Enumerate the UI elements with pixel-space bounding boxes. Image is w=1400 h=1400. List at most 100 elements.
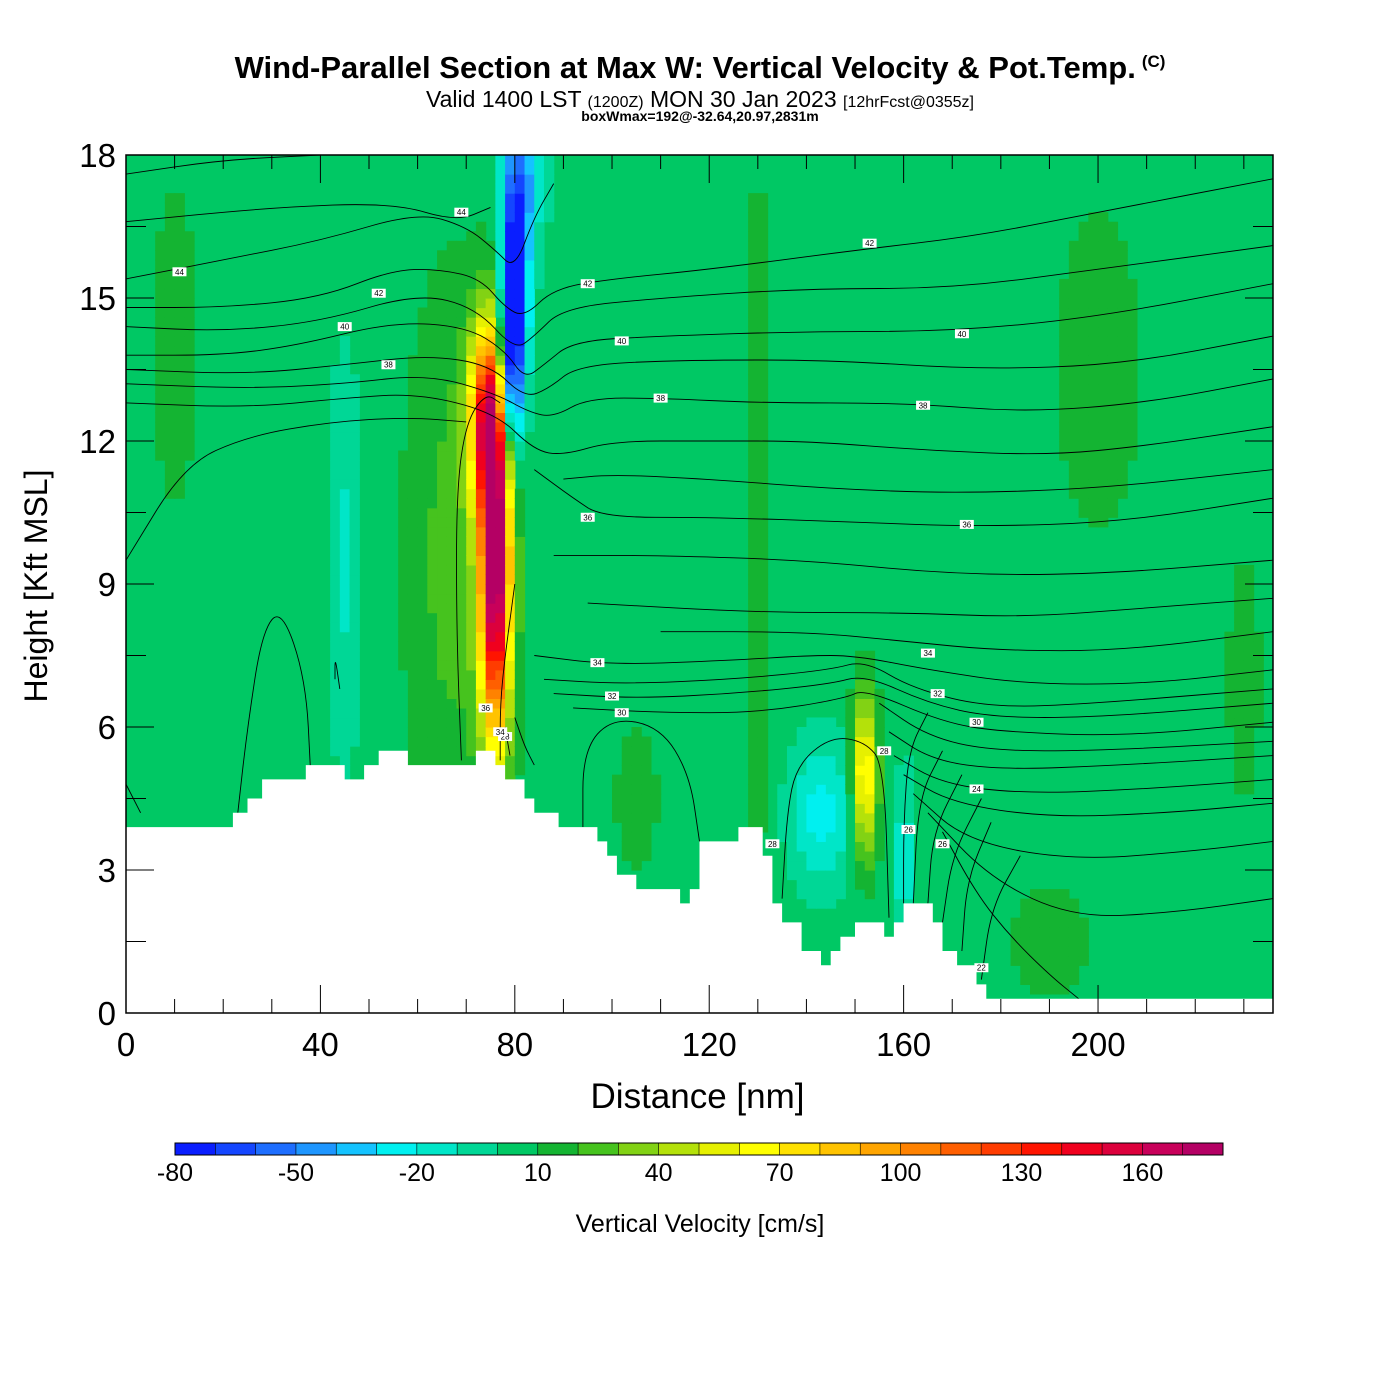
velocity-cell xyxy=(777,793,788,804)
velocity-cell xyxy=(437,746,448,757)
velocity-cell xyxy=(466,526,477,537)
velocity-cell xyxy=(855,669,866,680)
velocity-cell xyxy=(437,631,448,642)
velocity-cell xyxy=(174,421,185,433)
velocity-cell xyxy=(495,612,506,623)
velocity-cell xyxy=(475,250,487,261)
velocity-cell xyxy=(1059,298,1070,309)
velocity-cell xyxy=(417,450,428,461)
velocity-cell xyxy=(1234,641,1245,652)
velocity-cell xyxy=(339,469,351,480)
contour-label-bg xyxy=(605,691,620,701)
velocity-cell xyxy=(524,383,535,394)
velocity-cell xyxy=(757,707,769,719)
velocity-cell xyxy=(164,307,176,318)
velocity-cell xyxy=(437,603,448,614)
contour-label-bg xyxy=(381,360,396,370)
velocity-cell xyxy=(864,765,876,776)
velocity-cell xyxy=(407,545,419,556)
velocity-cell xyxy=(446,584,458,595)
velocity-cell xyxy=(1127,431,1138,442)
velocity-cell xyxy=(505,250,516,261)
velocity-cell xyxy=(524,269,535,280)
velocity-cell xyxy=(485,240,496,251)
velocity-cell xyxy=(184,278,195,290)
velocity-cell xyxy=(1059,326,1070,337)
velocity-cell xyxy=(1068,450,1080,461)
velocity-cell xyxy=(1107,288,1119,299)
velocity-cell xyxy=(437,393,448,404)
velocity-cell xyxy=(456,488,467,499)
contour-label-text: 30 xyxy=(617,709,626,718)
velocity-cell xyxy=(1224,717,1235,728)
velocity-cell xyxy=(514,679,526,690)
velocity-cell xyxy=(437,669,448,680)
velocity-cell xyxy=(631,860,642,871)
velocity-cell xyxy=(893,784,905,795)
velocity-cell xyxy=(505,717,516,728)
velocity-cell xyxy=(1059,965,1070,976)
theta-contour-line xyxy=(781,738,890,918)
velocity-cell xyxy=(485,593,496,604)
velocity-cell xyxy=(893,831,905,842)
velocity-cell xyxy=(1098,307,1109,318)
velocity-cell xyxy=(1059,364,1070,375)
theta-contour-line xyxy=(543,663,1273,707)
velocity-cell xyxy=(437,488,448,499)
velocity-cell xyxy=(796,727,808,738)
velocity-cell xyxy=(495,688,506,699)
velocity-cell xyxy=(407,746,419,757)
velocity-cell xyxy=(330,622,341,633)
colorbar-swatch xyxy=(457,1143,498,1155)
velocity-cell xyxy=(339,593,351,604)
velocity-cell xyxy=(417,421,428,433)
velocity-cell xyxy=(514,765,526,776)
velocity-cell xyxy=(446,517,458,528)
velocity-cell xyxy=(864,822,876,833)
velocity-cell xyxy=(456,298,467,309)
velocity-cell xyxy=(825,889,837,900)
velocity-cell xyxy=(1059,984,1070,995)
velocity-cell xyxy=(466,374,477,385)
velocity-cell xyxy=(495,421,506,433)
velocity-cell xyxy=(1068,955,1080,966)
velocity-cell xyxy=(437,574,448,585)
velocity-cell xyxy=(1049,889,1060,900)
velocity-cell xyxy=(349,641,360,652)
contour-label-bg xyxy=(493,727,508,737)
velocity-cell xyxy=(475,421,487,433)
velocity-cell xyxy=(330,631,341,642)
velocity-cell xyxy=(437,526,448,537)
velocity-cell xyxy=(339,679,351,690)
velocity-cell xyxy=(495,555,506,566)
colorbar-swatch xyxy=(1102,1143,1143,1155)
velocity-cell xyxy=(1243,593,1255,604)
velocity-cell xyxy=(485,317,496,328)
velocity-cell xyxy=(757,231,769,242)
velocity-cell xyxy=(514,183,526,194)
colorbar-label: Vertical Velocity [cm/s] xyxy=(576,1210,825,1238)
velocity-cell xyxy=(1098,421,1109,433)
velocity-cell xyxy=(864,669,876,680)
velocity-cell xyxy=(164,393,176,404)
theta-contour-line xyxy=(573,692,1273,736)
velocity-cell xyxy=(845,698,856,709)
velocity-cell xyxy=(514,174,526,185)
velocity-cell xyxy=(330,641,341,652)
velocity-cell xyxy=(456,412,467,423)
velocity-cell xyxy=(475,307,487,318)
velocity-cell xyxy=(1010,946,1021,957)
velocity-cell xyxy=(1117,374,1128,385)
velocity-cell xyxy=(855,707,866,719)
velocity-cell xyxy=(845,755,856,766)
velocity-cell xyxy=(855,688,866,699)
contour-label: 28 xyxy=(498,732,513,742)
velocity-cell xyxy=(407,707,419,719)
velocity-cell xyxy=(1020,974,1031,985)
velocity-cell xyxy=(1117,431,1128,442)
velocity-cell xyxy=(505,765,516,776)
velocity-cell xyxy=(427,526,438,537)
velocity-cell xyxy=(1068,288,1080,299)
velocity-cell xyxy=(748,526,759,537)
velocity-cell xyxy=(757,584,769,595)
